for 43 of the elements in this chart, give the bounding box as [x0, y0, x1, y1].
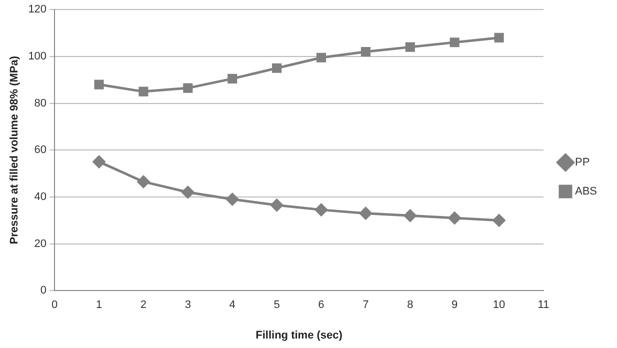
- x-tick-label: 10: [492, 299, 506, 312]
- y-axis-title: Pressure at filled volume 98% (MPa): [8, 56, 21, 244]
- point: [492, 214, 506, 227]
- x-tick-label: 6: [318, 299, 324, 312]
- y-tick-label: 120: [28, 4, 47, 16]
- x-tick-label: 1: [96, 299, 102, 312]
- point: [360, 46, 370, 57]
- point: [228, 74, 238, 84]
- point: [314, 204, 328, 216]
- x-tick-label: 0: [51, 299, 58, 312]
- x-tick-label: 8: [407, 299, 414, 312]
- point: [272, 63, 282, 73]
- point: [94, 80, 104, 90]
- point: [182, 186, 194, 198]
- y-tick-label: 100: [28, 50, 47, 62]
- point: [92, 156, 106, 168]
- point: [316, 52, 326, 62]
- point: [183, 83, 193, 93]
- y-tick-label: 40: [34, 190, 47, 203]
- point: [450, 38, 460, 48]
- point: [138, 86, 148, 96]
- point: [494, 32, 504, 42]
- y-tick-label: 20: [34, 238, 47, 250]
- x-tick-label: 3: [184, 299, 191, 312]
- point: [405, 42, 415, 52]
- x-tick-label: 2: [140, 299, 147, 312]
- x-tick-label: 4: [229, 299, 236, 312]
- point: [359, 207, 372, 220]
- point: [448, 212, 461, 224]
- legend-label: PP: [574, 156, 590, 169]
- y-tick-label: 60: [34, 144, 47, 156]
- point: [137, 175, 150, 188]
- point: [226, 193, 239, 206]
- x-tick-label: 5: [274, 299, 280, 312]
- point: [404, 209, 416, 222]
- point: [270, 198, 284, 212]
- x-tick-label: 9: [452, 299, 458, 312]
- x-tick-label: 11: [538, 299, 550, 312]
- x-axis-title: Filling time (sec): [256, 329, 343, 342]
- y-tick-label: 80: [34, 97, 47, 110]
- x-tick-label: 7: [362, 299, 369, 312]
- y-tick-label: 0: [40, 284, 47, 297]
- legend-label: ABS: [574, 186, 598, 198]
